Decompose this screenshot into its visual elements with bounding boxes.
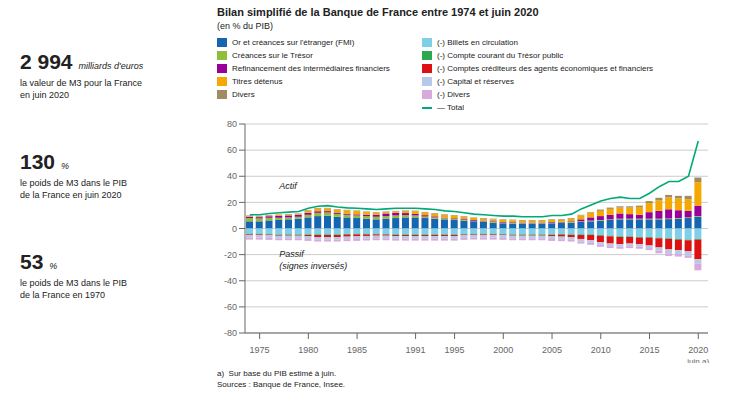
html-text:Divers: Divers [232,90,255,99]
html-text:2 994: 2 994 [20,50,73,73]
svg-text:2020: 2020 [688,345,708,355]
html-text:la valeur de M3 pour la France: la valeur de M3 pour la France [20,78,143,88]
html-text:le poids de M3 dans le PIB: le poids de M3 dans le PIB [20,278,128,288]
svg-text:1991: 1991 [406,345,426,355]
svg-text:40: 40 [227,171,237,181]
html-text:Actif: Actif [279,180,297,191]
html-text:Refinancement des intermédiair: Refinancement des intermédiaires financi… [232,64,390,73]
svg-text:1995: 1995 [445,345,465,355]
svg-text:-40: -40 [224,276,237,286]
svg-text:2005: 2005 [542,345,562,355]
svg-text:2010: 2010 [591,345,611,355]
html-text:Titres détenus: Titres détenus [232,77,283,86]
svg-text:2000: 2000 [493,345,513,355]
svg-text:-60: -60 [224,302,237,312]
html-text:(en % du PIB): (en % du PIB) [217,21,273,31]
html-text:en juin 2020: en juin 2020 [20,90,69,100]
html-text:(-) Comptes créditeurs des age: (-) Comptes créditeurs des agents économ… [437,64,654,73]
html-text:(-) Divers: (-) Divers [437,90,470,99]
html-text:Bilan simplifié de la Banque d: Bilan simplifié de la Banque de France e… [217,6,539,18]
svg-text:1980: 1980 [298,345,318,355]
html-text:a) Sur base du PIB estimé à ju: a) Sur base du PIB estimé à juin. [217,369,337,378]
html-text:milliards d'euros: milliards d'euros [78,61,144,71]
html-text:le poids de M3 dans le PIB: le poids de M3 dans le PIB [20,178,128,188]
html-text:Sources : Banque de France, In: Sources : Banque de France, Insee. [217,380,346,389]
html-text:de la France en juin 2020: de la France en juin 2020 [20,190,122,200]
svg-text:0: 0 [232,224,237,234]
html-text:130: 130 [20,150,55,173]
html-text:(-) Capital et réserves: (-) Capital et réserves [437,77,514,86]
html-text:— Total: — Total [437,103,464,112]
svg-text:80: 80 [227,119,237,129]
svg-text:1975: 1975 [250,345,270,355]
svg-text:-20: -20 [224,250,237,260]
svg-text:1985: 1985 [347,345,367,355]
html-text:Passif (signes inversés): Passif (signes inversés) [279,248,348,271]
html-text:(-) Billets en circulation: (-) Billets en circulation [437,38,518,47]
html-text:de la France en 1970: de la France en 1970 [20,290,106,300]
html-text:Or et créances sur l'étranger: Or et créances sur l'étranger (FMI) [232,38,355,47]
html-text:(-) Compte courant du Trésor p: (-) Compte courant du Trésor public [437,51,564,60]
svg-text:20: 20 [227,198,237,208]
svg-text:60: 60 [227,145,237,155]
svg-text:juin a): juin a) [686,357,709,363]
html-text:Créances sur le Trésor: Créances sur le Trésor [232,51,313,60]
svg-text:2015: 2015 [640,345,660,355]
html-text:53: 53 [20,250,44,273]
svg-text:-80: -80 [224,328,237,338]
